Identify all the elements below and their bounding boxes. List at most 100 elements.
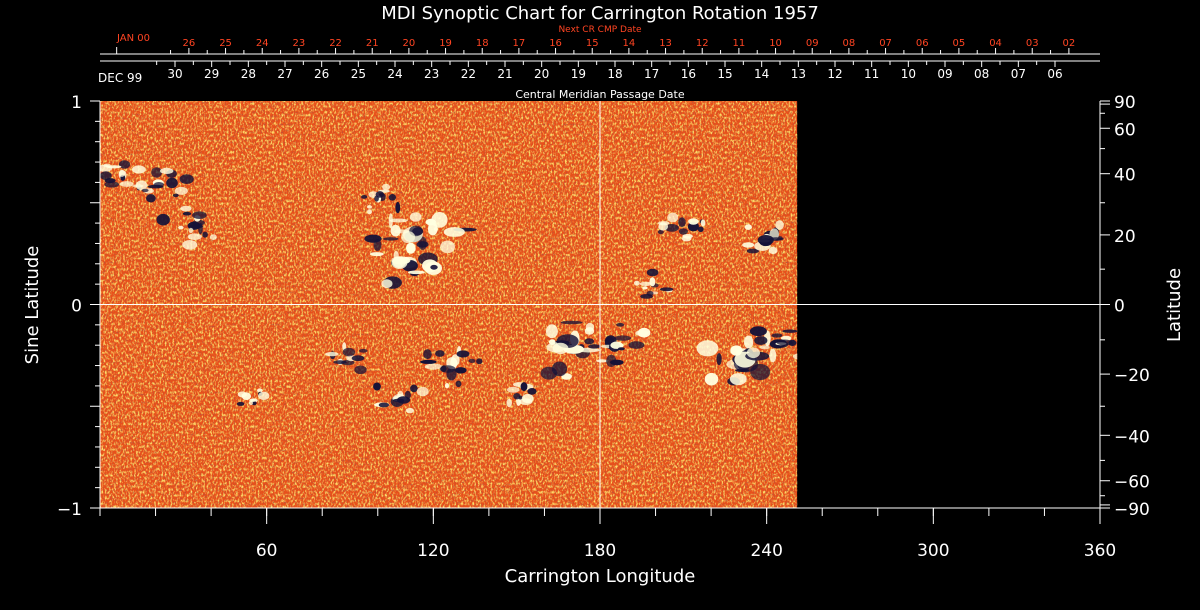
positive-flux-patch xyxy=(633,280,640,286)
negative-flux-patch xyxy=(236,401,245,406)
next-cr-date-label: 03 xyxy=(1026,38,1039,49)
negative-flux-patch xyxy=(361,195,368,199)
positive-flux-patch xyxy=(519,398,533,405)
y-right-tick-label: 90 xyxy=(1114,93,1136,113)
y-right-tick-label: −60 xyxy=(1114,473,1150,493)
positive-flux-patch xyxy=(182,240,198,250)
positive-flux-patch xyxy=(237,391,247,398)
next-cr-date-label: 05 xyxy=(953,38,966,49)
positive-flux-patch xyxy=(744,224,752,230)
next-cr-date-label: 13 xyxy=(659,38,672,49)
next-cr-date-label: 14 xyxy=(623,38,636,49)
cmp-date-label: 27 xyxy=(277,67,292,81)
positive-flux-patch xyxy=(642,286,648,290)
positive-flux-patch xyxy=(610,341,623,349)
negative-flux-patch xyxy=(646,291,654,296)
negative-flux-patch xyxy=(749,326,767,337)
negative-flux-patch xyxy=(560,320,583,325)
active-region xyxy=(540,320,617,380)
positive-flux-patch xyxy=(416,386,429,397)
positive-flux-patch xyxy=(405,407,415,414)
negative-flux-patch xyxy=(588,344,601,349)
positive-flux-patch xyxy=(406,242,416,254)
cmp-date-label: 26 xyxy=(314,67,329,81)
y-left-tick-label: 1 xyxy=(71,93,82,113)
negative-flux-patch xyxy=(202,231,208,238)
cmp-date-label: 21 xyxy=(497,67,512,81)
y-right-tick-label: −40 xyxy=(1114,427,1150,447)
negative-flux-patch xyxy=(455,367,467,374)
next-cr-date-label: 17 xyxy=(513,38,526,49)
next-cr-date-label: 15 xyxy=(586,38,599,49)
x-tick-label: 360 xyxy=(1084,541,1116,561)
next-cr-date-label: 06 xyxy=(916,38,929,49)
y-right-tick-label: 60 xyxy=(1114,120,1136,140)
negative-flux-patch xyxy=(342,347,356,357)
negative-flux-patch xyxy=(392,398,405,402)
x-axis-label: Carrington Longitude xyxy=(505,566,696,587)
negative-flux-patch xyxy=(104,181,119,188)
negative-flux-patch xyxy=(151,167,163,178)
negative-flux-patch xyxy=(616,322,625,327)
active-region xyxy=(420,346,483,389)
next-cr-date-label: 02 xyxy=(1063,38,1076,49)
negative-flux-patch xyxy=(697,226,704,233)
cmp-date-label: 08 xyxy=(974,67,989,81)
negative-flux-patch xyxy=(664,224,679,232)
next-cr-date-label: 09 xyxy=(806,38,819,49)
negative-flux-patch xyxy=(354,365,367,375)
positive-flux-patch xyxy=(409,212,422,222)
next-cr-month-label: JAN 00 xyxy=(116,33,150,44)
y-axis-right: 90 60 40 20 0 −20 −40 −60 −90 xyxy=(1100,93,1150,520)
positive-flux-patch xyxy=(382,183,391,191)
negative-flux-patch xyxy=(610,359,624,366)
positive-flux-patch xyxy=(131,165,146,174)
cmp-date-label: 12 xyxy=(827,67,842,81)
cmp-date-label: 20 xyxy=(534,67,549,81)
next-cr-date-label: 24 xyxy=(256,38,269,49)
negative-flux-patch xyxy=(373,239,382,251)
cmp-date-label: 15 xyxy=(717,67,732,81)
positive-flux-patch xyxy=(118,169,126,177)
negative-flux-patch xyxy=(100,171,112,181)
active-region xyxy=(236,388,270,406)
y-axis-left-label: Sine Latitude xyxy=(22,246,43,365)
negative-flux-patch xyxy=(754,336,768,345)
cmp-month-label: DEC 99 xyxy=(98,71,142,85)
positive-flux-patch xyxy=(394,229,410,234)
positive-flux-patch xyxy=(443,227,465,237)
positive-flux-patch xyxy=(119,181,134,187)
positive-flux-patch xyxy=(667,212,679,223)
negative-flux-patch xyxy=(388,194,397,201)
next-cr-date-label: 18 xyxy=(476,38,489,49)
positive-flux-patch xyxy=(180,205,192,212)
negative-flux-patch xyxy=(746,248,760,254)
negative-flux-patch xyxy=(198,222,203,235)
cmp-date-label: 24 xyxy=(387,67,402,81)
negative-flux-patch xyxy=(192,211,207,219)
negative-flux-patch xyxy=(410,384,418,393)
cmp-date-label: 22 xyxy=(461,67,476,81)
active-region xyxy=(100,160,148,191)
positive-flux-patch xyxy=(248,400,254,406)
negative-flux-patch xyxy=(375,191,384,198)
negative-flux-patch xyxy=(179,174,194,185)
y-left-tick-label: 0 xyxy=(71,297,82,317)
positive-flux-patch xyxy=(367,209,372,215)
negative-flux-patch xyxy=(430,264,438,270)
negative-flux-patch xyxy=(455,380,462,387)
positive-flux-patch xyxy=(388,213,393,229)
positive-flux-patch xyxy=(596,359,608,363)
active-region xyxy=(156,205,217,250)
negative-flux-patch xyxy=(716,353,722,366)
positive-flux-patch xyxy=(743,335,754,349)
next-cr-date-label: 26 xyxy=(183,38,196,49)
cmp-date-label: 07 xyxy=(1011,67,1026,81)
cmp-axis-title: Central Meridian Passage Date xyxy=(515,88,684,101)
next-cr-date-label: 21 xyxy=(366,38,379,49)
negative-flux-patch xyxy=(614,335,632,341)
negative-flux-patch xyxy=(678,228,688,235)
negative-flux-patch xyxy=(771,333,783,338)
negative-flux-patch xyxy=(769,237,784,241)
cmp-date-label: 29 xyxy=(204,67,219,81)
